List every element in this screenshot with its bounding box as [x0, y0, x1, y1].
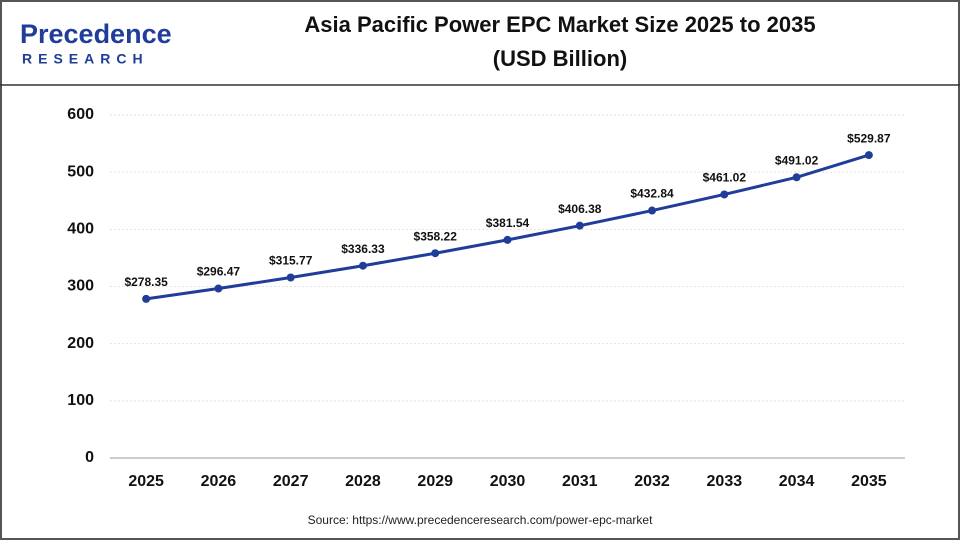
- point: [575, 221, 584, 230]
- chart-subtitle: (USD Billion): [493, 46, 627, 71]
- y-tick-label: 600: [67, 106, 94, 123]
- data-label: $491.02: [775, 153, 819, 167]
- y-tick-label: 400: [67, 221, 94, 238]
- data-label: $358.22: [414, 229, 458, 243]
- x-tick-label: 2033: [707, 473, 743, 490]
- point: [864, 151, 873, 160]
- logo-name: Precedence: [20, 19, 172, 49]
- x-tick-label: 2031: [562, 473, 598, 490]
- y-tick-label: 100: [67, 392, 94, 409]
- point: [358, 261, 367, 270]
- data-label: $432.84: [630, 187, 674, 201]
- logo-tagline: RESEARCH: [22, 51, 149, 67]
- x-tick-label: 2035: [851, 473, 887, 490]
- x-tick-label: 2034: [779, 473, 815, 490]
- data-label: $336.33: [341, 242, 385, 256]
- y-tick-label: 500: [67, 163, 94, 180]
- y-tick-label: 0: [85, 449, 94, 466]
- point: [142, 294, 151, 303]
- x-tick-label: 2027: [273, 473, 309, 490]
- point: [792, 173, 801, 182]
- x-tick-label: 2028: [345, 473, 381, 490]
- y-tick-label: 200: [67, 335, 94, 352]
- data-label: $381.54: [486, 216, 530, 230]
- point: [720, 190, 729, 199]
- data-label: $278.35: [124, 275, 168, 289]
- x-tick-label: 2026: [201, 473, 237, 490]
- data-label: $461.02: [703, 171, 747, 185]
- data-label: $315.77: [269, 254, 313, 268]
- data-label: $296.47: [197, 265, 241, 279]
- point: [214, 284, 223, 293]
- data-label: $406.38: [558, 202, 602, 216]
- point: [286, 273, 295, 282]
- point: [431, 249, 440, 258]
- source: Source: https://www.precedenceresearch.c…: [308, 513, 653, 527]
- x-tick-label: 2030: [490, 473, 526, 490]
- x-tick-label: 2032: [634, 473, 670, 490]
- chart-title: Asia Pacific Power EPC Market Size 2025 …: [304, 12, 815, 37]
- x-tick-label: 2029: [417, 473, 453, 490]
- x-tick-label: 2025: [128, 473, 164, 490]
- data-label: $529.87: [847, 131, 891, 145]
- point: [648, 206, 657, 215]
- y-tick-label: 300: [67, 278, 94, 295]
- point: [503, 235, 512, 244]
